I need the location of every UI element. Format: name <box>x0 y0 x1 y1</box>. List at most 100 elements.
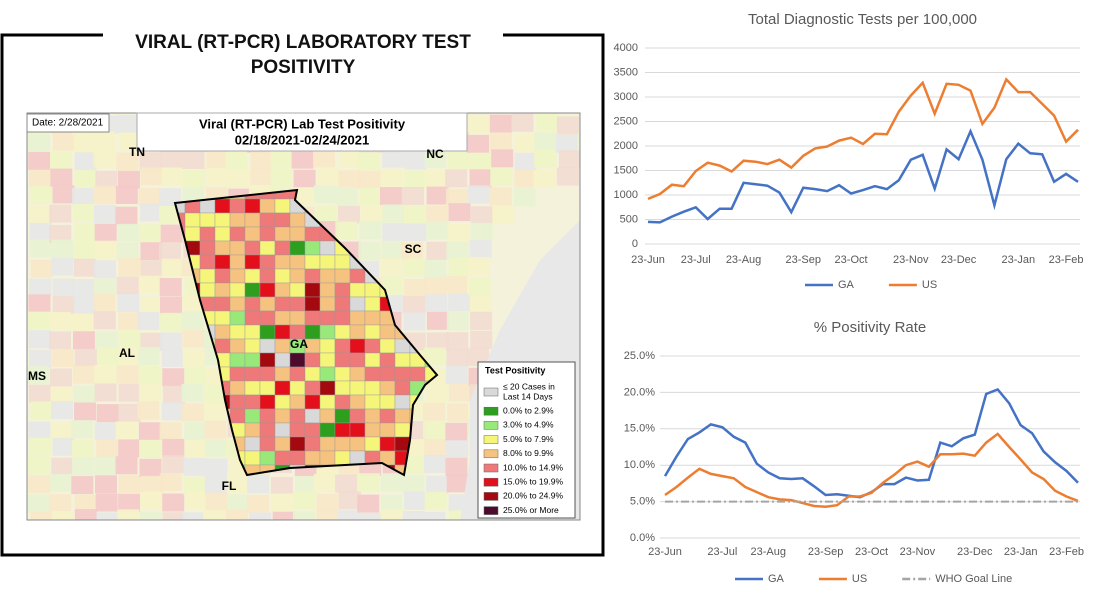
cell <box>445 275 468 294</box>
x-tick-label: 23-Sep <box>786 254 821 266</box>
cell <box>95 331 118 350</box>
x-tick-label: 23-Jan <box>1004 546 1038 558</box>
cell <box>115 206 138 225</box>
county <box>259 310 276 326</box>
map-title-box <box>136 112 468 152</box>
county <box>244 212 261 228</box>
county <box>214 338 231 354</box>
legend-label: 5.0% to 7.9% <box>503 434 554 444</box>
cell <box>49 331 72 350</box>
legend-swatch <box>483 463 499 473</box>
cell <box>27 366 50 385</box>
date-box <box>26 113 110 133</box>
county <box>379 380 396 396</box>
county <box>289 212 306 228</box>
cell <box>94 365 117 384</box>
cell <box>96 512 119 520</box>
y-tick-label: 0.0% <box>630 532 655 544</box>
cell <box>74 170 97 189</box>
cell <box>533 169 556 188</box>
county <box>244 450 261 466</box>
legend-swatch <box>483 477 499 487</box>
cell <box>402 186 425 205</box>
county <box>349 338 366 354</box>
cell <box>74 509 97 520</box>
county <box>274 422 291 438</box>
cell <box>425 294 448 313</box>
cell <box>139 224 162 243</box>
series-line <box>663 388 1079 499</box>
cell <box>115 421 138 440</box>
cell <box>380 168 403 187</box>
legend-label: 15.0% to 19.9% <box>503 476 563 486</box>
cell <box>159 422 182 441</box>
cell <box>115 456 138 475</box>
legend-label: 8.0% to 9.9% <box>503 448 554 458</box>
cell <box>335 187 358 206</box>
map-date-range: 02/18/2021-02/24/2021 <box>235 132 369 147</box>
county <box>244 394 261 410</box>
cell <box>159 278 182 297</box>
cell <box>204 385 227 404</box>
cell <box>335 221 358 240</box>
county <box>319 366 336 382</box>
cell <box>29 384 52 403</box>
county <box>289 380 306 396</box>
county <box>319 282 336 298</box>
cell <box>116 152 139 171</box>
cell <box>30 185 53 204</box>
cell <box>159 242 182 261</box>
county <box>379 366 396 382</box>
county <box>229 338 246 354</box>
cell <box>426 186 449 205</box>
cell <box>316 493 339 512</box>
cell <box>162 368 185 387</box>
legend-label: GA <box>838 279 855 291</box>
cell <box>49 224 72 243</box>
legend-label: 3.0% to 4.9% <box>503 420 554 430</box>
county <box>199 226 216 242</box>
cell <box>162 493 185 512</box>
county <box>184 212 201 228</box>
county <box>244 226 261 242</box>
county <box>229 240 246 256</box>
state-label: GA <box>290 337 308 351</box>
county <box>334 296 351 312</box>
legend-swatch <box>483 435 499 444</box>
cell <box>470 330 493 349</box>
county <box>274 324 291 340</box>
cell <box>403 258 426 277</box>
county <box>319 338 336 354</box>
county <box>259 240 276 256</box>
county <box>364 422 381 438</box>
county <box>274 240 291 256</box>
county <box>334 324 351 340</box>
county <box>274 352 291 368</box>
cell <box>470 311 493 330</box>
x-tick-label: 23-Oct <box>835 254 868 266</box>
county <box>334 268 351 284</box>
cell <box>424 260 447 279</box>
map-title: Viral (RT-PCR) Lab Test Positivity <box>199 116 406 131</box>
y-tick-label: 1000 <box>614 189 638 201</box>
county <box>274 338 291 354</box>
cell <box>29 278 52 297</box>
cell <box>357 152 380 171</box>
county <box>274 408 291 424</box>
cell <box>118 347 141 366</box>
cell <box>93 278 116 297</box>
county <box>274 198 291 214</box>
county <box>349 450 366 466</box>
cell <box>203 510 226 520</box>
cell <box>448 152 471 171</box>
cell <box>139 152 162 171</box>
county <box>289 394 306 410</box>
county <box>244 352 261 368</box>
cell <box>445 366 468 385</box>
y-tick-label: 3500 <box>614 66 638 78</box>
cell <box>162 512 185 520</box>
cell <box>28 421 51 440</box>
county <box>349 310 366 326</box>
cell <box>183 170 206 189</box>
county <box>199 240 216 256</box>
